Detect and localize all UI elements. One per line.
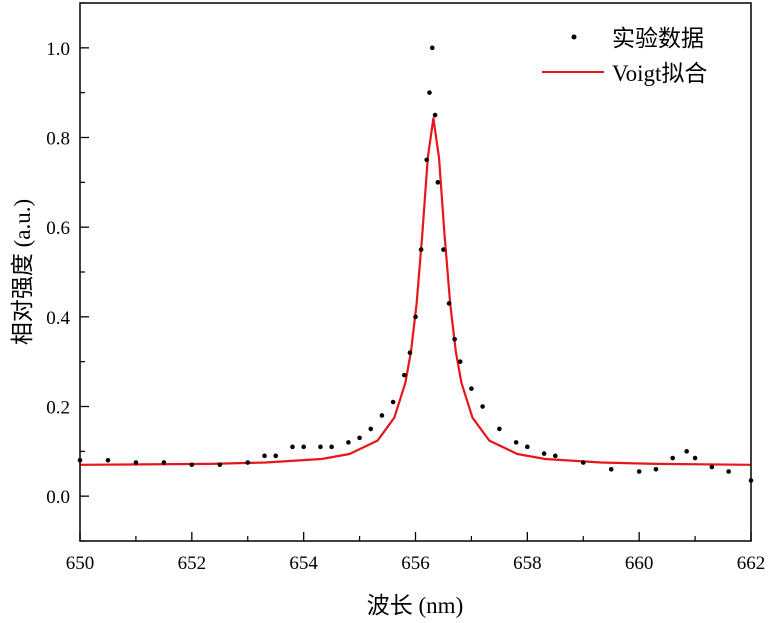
data-point — [452, 336, 457, 342]
data-point — [390, 399, 396, 405]
data-point — [273, 453, 279, 459]
data-point — [692, 455, 698, 461]
data-point — [429, 45, 435, 51]
y-tick-label: 0.4 — [46, 308, 70, 329]
data-point — [318, 444, 323, 450]
data-point — [446, 301, 452, 306]
x-tick-label: 658 — [513, 553, 542, 574]
data-point — [262, 453, 267, 459]
data-point — [541, 451, 547, 456]
data-point — [457, 359, 463, 364]
data-point — [105, 458, 111, 463]
data-point — [161, 460, 167, 465]
legend-data-label: 实验数据 — [612, 26, 704, 51]
x-tick-label: 654 — [289, 553, 318, 574]
data-point — [133, 460, 139, 465]
data-point — [469, 386, 474, 391]
data-point — [435, 180, 441, 185]
y-tick-label: 0.2 — [46, 398, 70, 419]
data-point — [608, 466, 614, 472]
data-point — [441, 247, 446, 252]
data-point — [189, 462, 195, 468]
x-tick-label: 656 — [401, 553, 430, 574]
voigt-fit-line — [79, 117, 752, 466]
data-series — [77, 45, 754, 483]
data-point — [413, 314, 418, 320]
data-point — [368, 426, 374, 432]
x-tick-label: 652 — [178, 553, 207, 574]
data-point — [653, 466, 659, 472]
data-point — [684, 449, 689, 454]
y-tick-label: 0.6 — [46, 218, 70, 239]
data-point — [513, 440, 519, 445]
y-tick-label: 0.0 — [46, 487, 70, 508]
data-point — [418, 247, 424, 252]
data-point — [427, 90, 432, 95]
legend: 实验数据 Voigt拟合 — [542, 26, 707, 86]
data-point — [357, 435, 362, 441]
data-point — [670, 455, 676, 461]
x-axis-title: 波长 (nm) — [367, 593, 463, 618]
data-point — [379, 413, 385, 418]
data-point — [525, 444, 530, 450]
data-point — [726, 469, 731, 474]
x-tick-label: 660 — [625, 553, 654, 574]
y-tick-label: 0.8 — [46, 129, 70, 150]
data-point — [301, 444, 306, 450]
data-point — [636, 469, 642, 474]
data-point — [346, 440, 351, 445]
y-axis-title: 相对强度 (a.u.) — [10, 199, 35, 345]
data-point — [552, 453, 558, 459]
axis-ticks: 650 652 654 656 658 660 662 0.0 0.2 0.4 0.6 0.8 1.0 — [46, 2, 766, 574]
data-point — [424, 157, 429, 163]
fit-series — [79, 117, 752, 466]
y-tick-label: 1.0 — [46, 39, 70, 60]
data-point — [217, 462, 223, 468]
data-point — [709, 464, 715, 470]
data-point — [432, 112, 438, 118]
data-point — [407, 350, 413, 356]
data-point — [245, 460, 251, 465]
data-point — [402, 372, 407, 378]
data-point — [580, 460, 586, 465]
x-tick-label: 650 — [66, 553, 95, 574]
data-point — [497, 426, 502, 432]
data-point — [480, 404, 485, 409]
data-point — [290, 444, 295, 450]
data-point — [329, 444, 334, 450]
legend-data-marker — [571, 34, 577, 40]
legend-fit-label: Voigt拟合 — [612, 61, 707, 86]
x-tick-label: 662 — [737, 553, 766, 574]
